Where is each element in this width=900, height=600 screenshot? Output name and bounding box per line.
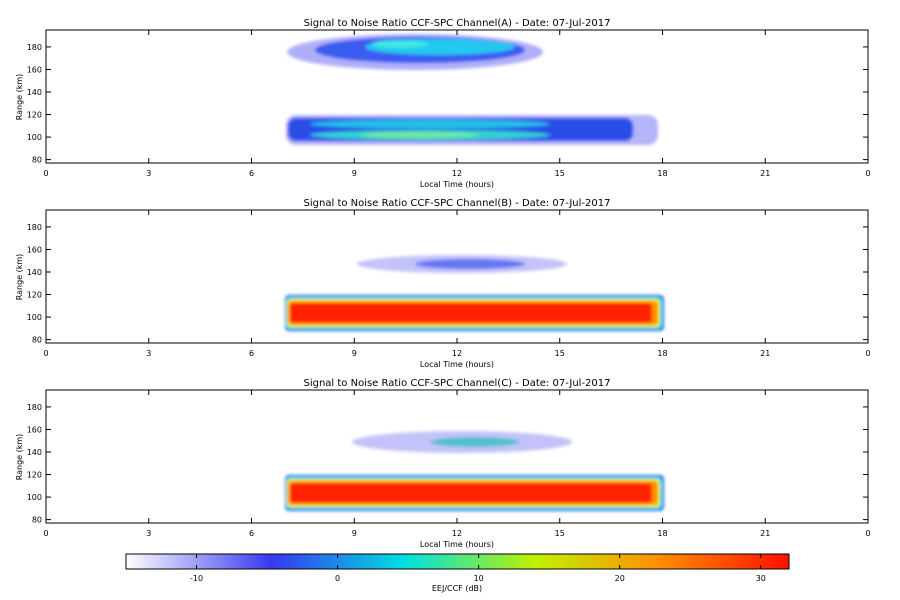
colorbar-gradient [125, 553, 790, 570]
colorbar-tick-label: 30 [756, 574, 766, 583]
panel-b-lower-layer-red [290, 303, 652, 323]
panel-a-ytick-label: 80 [32, 156, 42, 165]
panel-b-xtick-label: 3 [146, 349, 151, 358]
panel-b-upper-layer-core [415, 259, 525, 269]
panel-a-xtick-label: 6 [249, 169, 254, 178]
panel-a-lower-layer-peak [360, 132, 480, 138]
panel-b: Signal to Noise Ratio CCF-SPC Channel(B)… [15, 198, 871, 369]
panel-a-ytick-label: 180 [27, 43, 42, 52]
panel-b-title: Signal to Noise Ratio CCF-SPC Channel(B)… [304, 198, 611, 209]
colorbar-ticks: -10 0 10 20 30 [190, 554, 766, 583]
colorbar-label: EEJ/CCF (dB) [432, 584, 482, 593]
panel-b-ytick-label: 100 [27, 313, 42, 322]
panel-a-ytick-label: 140 [27, 88, 42, 97]
panel-c-ytick-label: 160 [27, 425, 42, 434]
colorbar-tick-label: 10 [474, 574, 484, 583]
panel-a-xtick-label: 18 [657, 169, 667, 178]
panel-a-yticks: 80 100 120 140 160 180 [27, 43, 868, 165]
panel-b-xtick-label: 6 [249, 349, 254, 358]
panel-b-xtick-label: 0 [43, 349, 48, 358]
panel-a-xtick-label: 15 [555, 169, 565, 178]
panel-c-ylabel: Range (km) [15, 434, 24, 481]
panel-c-xlabel: Local Time (hours) [420, 540, 494, 549]
panel-b-xtick-label: 12 [452, 349, 462, 358]
panel-b-xtick-label: 15 [555, 349, 565, 358]
panel-a-xticks: 0 3 6 9 12 15 18 21 0 [43, 30, 871, 178]
panel-c-xtick-label: 15 [555, 529, 565, 538]
colorbar-tick-label: -10 [190, 574, 203, 583]
panel-a-xtick-label: 3 [146, 169, 151, 178]
panel-c-heatmap [285, 431, 664, 511]
panel-c-xtick-label: 3 [146, 529, 151, 538]
panel-a-title: Signal to Noise Ratio CCF-SPC Channel(A)… [304, 18, 611, 29]
panel-c-ytick-label: 100 [27, 493, 42, 502]
colorbar-tick-label: 0 [335, 574, 340, 583]
panel-c-ytick-label: 180 [27, 403, 42, 412]
panel-c-ytick-label: 80 [32, 516, 42, 525]
panel-b-ytick-label: 180 [27, 223, 42, 232]
colorbar: -10 0 10 20 30 EEJ/CCF (dB) [125, 553, 790, 593]
panel-c-xtick-label: 0 [865, 529, 870, 538]
panel-c-yticks: 80 100 120 140 160 180 [27, 403, 868, 525]
colorbar-tick-label: 20 [615, 574, 625, 583]
panel-a-xtick-label: 0 [865, 169, 870, 178]
panel-c-xtick-label: 12 [452, 529, 462, 538]
panel-b-xlabel: Local Time (hours) [420, 360, 494, 369]
panel-a-upper-layer-peak [372, 40, 428, 48]
panel-b-yticks: 80 100 120 140 160 180 [27, 223, 868, 345]
panel-a-heatmap [286, 34, 658, 145]
panel-a-xtick-label: 9 [352, 169, 357, 178]
panel-c-xticks: 0 3 6 9 12 15 18 21 0 [43, 390, 871, 538]
panel-c-xtick-label: 9 [352, 529, 357, 538]
panel-c-xtick-label: 6 [249, 529, 254, 538]
panel-b-ytick-label: 80 [32, 336, 42, 345]
panel-a: Signal to Noise Ratio CCF-SPC Channel(A)… [15, 18, 871, 189]
panel-c-xtick-label: 18 [657, 529, 667, 538]
panel-a-xtick-label: 12 [452, 169, 462, 178]
panel-b-ytick-label: 140 [27, 268, 42, 277]
panel-c-ytick-label: 140 [27, 448, 42, 457]
panel-b-xtick-label: 21 [760, 349, 770, 358]
panel-a-ytick-label: 160 [27, 65, 42, 74]
panel-c-xtick-label: 0 [43, 529, 48, 538]
panel-a-ytick-label: 120 [27, 111, 42, 120]
panel-b-ylabel: Range (km) [15, 254, 24, 301]
panel-a-ytick-label: 100 [27, 133, 42, 142]
panel-a-xtick-label: 21 [760, 169, 770, 178]
panel-a-xlabel: Local Time (hours) [420, 180, 494, 189]
panel-b-ytick-label: 120 [27, 291, 42, 300]
panel-c-title: Signal to Noise Ratio CCF-SPC Channel(C)… [303, 378, 610, 389]
panel-b-xtick-label: 18 [657, 349, 667, 358]
panel-a-xtick-label: 0 [43, 169, 48, 178]
panel-c-upper-layer-core [430, 437, 520, 447]
panel-b-xtick-label: 9 [352, 349, 357, 358]
panel-c-xtick-label: 21 [760, 529, 770, 538]
panel-a-lower-layer-core1 [310, 119, 550, 129]
panel-c-ytick-label: 120 [27, 471, 42, 480]
panel-b-xticks: 0 3 6 9 12 15 18 21 0 [43, 210, 871, 358]
panel-c-lower-layer-red [290, 483, 652, 503]
panel-b-xtick-label: 0 [865, 349, 870, 358]
panel-c: Signal to Noise Ratio CCF-SPC Channel(C)… [15, 378, 871, 549]
panel-b-heatmap [285, 255, 664, 331]
panel-b-ytick-label: 160 [27, 245, 42, 254]
panel-a-ylabel: Range (km) [15, 74, 24, 121]
